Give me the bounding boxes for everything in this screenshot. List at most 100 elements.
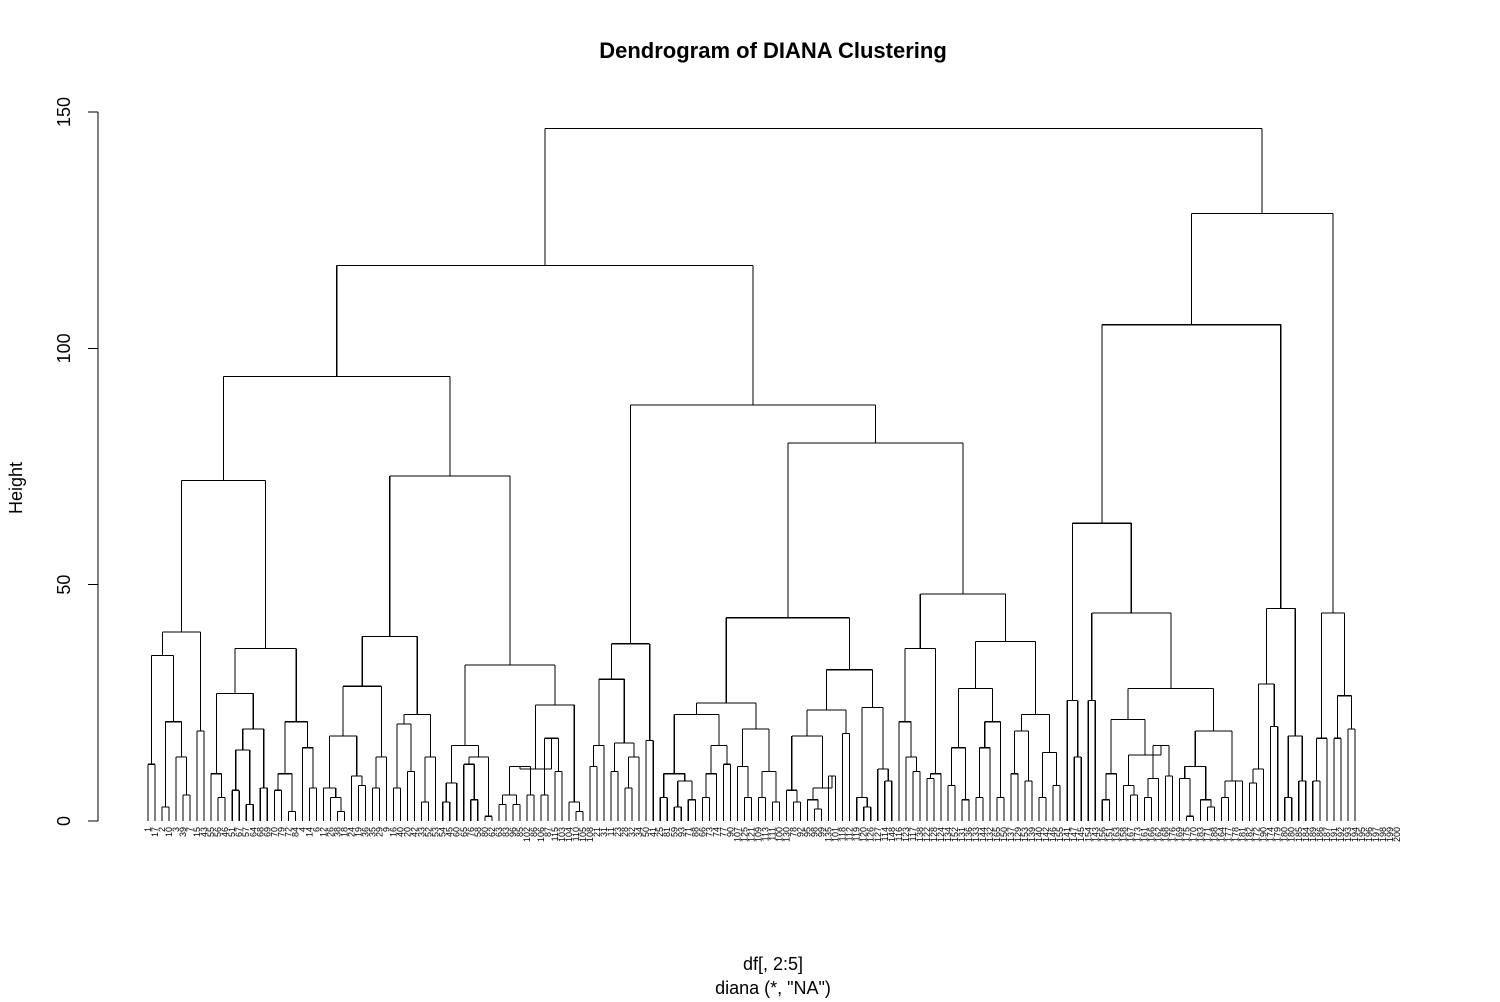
leaf-label: 67 [234,827,244,837]
leaf-label: 130 [782,827,792,842]
leaf-label: 7 [185,827,195,832]
leaf-label: 183 [1196,827,1206,842]
y-tick-label: 100 [54,333,74,363]
leaf-label: 185 [1294,827,1304,842]
leaf-label: 3 [171,827,181,832]
leaf-label: 143 [1090,827,1100,842]
leaf-label: 70 [269,827,279,837]
leaf-label: 12 [318,827,328,837]
leaf-label: 132 [985,827,995,842]
leaf-label: 83 [501,827,511,837]
leaf-label: 108 [585,827,595,842]
leaf-label: 54 [438,827,448,837]
leaf-label: 179 [1273,827,1283,842]
leaf-label: 195 [1357,827,1367,842]
leaf-label: 189 [1308,827,1318,842]
leaf-label: 56 [213,827,223,837]
leaf-label: 114 [880,827,890,841]
leaf-label: 19 [354,827,364,837]
leaf-label: 123 [901,827,911,842]
leaf-label: 141 [1062,827,1072,842]
leaf-label: 59 [669,827,679,837]
leaf-label: 14 [304,827,314,837]
leaf-label: 186 [1315,827,1325,842]
leaf-label: 113 [760,827,770,841]
leaf-label: 144 [978,827,988,842]
leaf-label: 53 [431,827,441,837]
leaf-label: 115 [550,827,560,841]
leaf-label: 116 [894,827,904,841]
leaf-label: 62 [487,827,497,837]
leaf-label: 90 [725,827,735,837]
leaf-label: 129 [1013,827,1023,842]
leaf-label: 110 [571,827,581,841]
leaf-label: 93 [676,827,686,837]
y-axis-label: Height [6,462,26,514]
leaf-label: 105 [578,827,588,842]
leaf-labels: 1172103397154355564651675764686970797284… [143,827,1402,842]
leaf-label: 46 [220,827,230,837]
leaf-label: 184 [1301,827,1311,842]
leaf-label: 150 [999,827,1009,842]
leaf-label: 145 [1076,827,1086,842]
leaf-label: 68 [255,827,265,837]
leaf-label: 181 [1238,827,1248,842]
leaf-label: 23 [613,827,623,837]
x-axis-label: df[, 2:5] [743,954,803,974]
leaf-label: 33 [417,827,427,837]
leaf-label: 40 [396,827,406,837]
leaf-label: 57 [241,827,251,837]
leaf-label: 20 [403,827,413,837]
leaf-label: 72 [283,827,293,837]
leaf-label: 188 [1210,827,1220,842]
leaf-label: 191 [1329,827,1339,842]
leaf-label: 118 [838,827,848,841]
y-tick-label: 0 [54,816,74,826]
leaf-label: 176 [1167,827,1177,842]
leaf-label: 99 [817,827,827,837]
leaf-label: 168 [1160,827,1170,842]
x-axis-sublabel: diana (*, "NA") [715,978,831,998]
leaf-label: 164 [1217,827,1227,842]
leaf-label: 28 [620,827,630,837]
leaf-label: 52 [424,827,434,837]
leaf-label: 138 [915,827,925,842]
leaf-label: 106 [536,827,546,842]
dendrogram-links [147,127,1356,821]
leaf-label: 196 [1364,827,1374,842]
leaf-label: 15 [192,827,202,837]
chart-title: Dendrogram of DIANA Clustering [599,38,947,63]
leaf-label: 18 [339,827,349,837]
leaf-label: 152 [950,827,960,842]
leaf-label: 117 [908,827,918,841]
leaf-label: 96 [508,827,518,837]
leaf-label: 174 [1266,827,1276,842]
leaf-label: 76 [466,827,476,837]
leaf-label: 73 [704,827,714,837]
leaf-label: 101 [831,827,841,842]
leaf-label: 64 [248,827,258,837]
leaf-label: 182 [1245,827,1255,842]
leaf-label: 66 [697,827,707,837]
leaf-label: 65 [459,827,469,837]
leaf-label: 156 [1097,827,1107,842]
leaf-label: 192 [1336,827,1346,842]
leaf-label: 31 [599,827,609,837]
leaf-label: 121 [746,827,756,842]
leaf-label: 36 [361,827,371,837]
leaf-label: 25 [655,827,665,837]
leaf-label: 137 [1006,827,1016,842]
leaf-label: 17 [150,827,160,837]
leaf-label: 171 [1203,827,1213,842]
leaf-label: 127 [873,827,883,842]
leaf-label: 81 [662,827,672,837]
leaf-label: 34 [634,827,644,837]
leaf-label: 100 [775,827,785,842]
leaf-label: 199 [1385,827,1395,842]
leaf-label: 6 [311,827,321,832]
leaf-label: 84 [290,827,300,837]
leaf-label: 122 [922,827,932,842]
y-axis: 0 50 100 150 [54,97,99,826]
leaf-label: 172 [1252,827,1262,842]
